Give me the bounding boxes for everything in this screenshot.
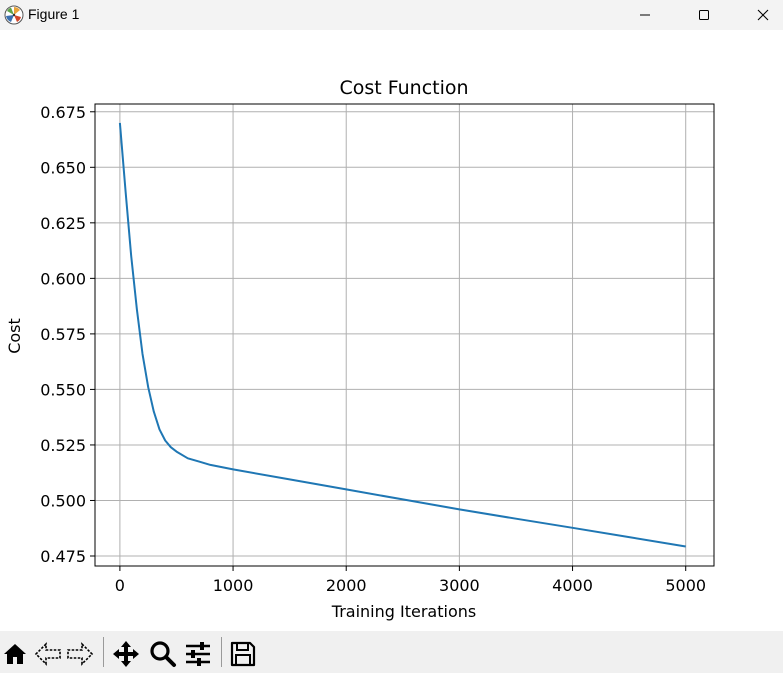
close-icon <box>757 9 769 21</box>
maximize-icon <box>699 10 709 20</box>
y-tick-label: 0.675 <box>40 103 86 122</box>
y-tick-label: 0.525 <box>40 436 86 455</box>
y-tick-label: 0.500 <box>40 491 86 510</box>
y-tick-label: 0.475 <box>40 547 86 566</box>
configure-subplots-button[interactable] <box>183 639 213 669</box>
back-button[interactable] <box>33 639 63 669</box>
x-tick-label: 4000 <box>552 576 593 595</box>
save-button[interactable] <box>228 639 258 669</box>
y-axis-label: Cost <box>5 318 24 354</box>
toolbar-separator <box>103 637 104 667</box>
cost-function-chart: 0 1000 2000 3000 4000 5000 0.475 0.500 0.525 0.5… <box>5 77 715 621</box>
maximize-button[interactable] <box>681 0 727 30</box>
x-tick-label: 3000 <box>439 576 480 595</box>
figure-canvas[interactable]: 0 1000 2000 3000 4000 5000 0.475 0.500 0.525 0.5… <box>0 30 783 631</box>
back-icon <box>34 642 61 666</box>
configure-subplots-icon <box>186 642 210 666</box>
grid-lines <box>95 104 714 566</box>
y-axis-ticks: 0.475 0.500 0.525 0.550 0.575 0.600 0.625 0.650… <box>40 103 95 566</box>
y-tick-label: 0.600 <box>40 269 86 288</box>
y-tick-label: 0.575 <box>40 325 86 344</box>
y-tick-label: 0.625 <box>40 214 86 233</box>
forward-icon <box>67 642 94 666</box>
zoom-button[interactable] <box>148 639 178 669</box>
series-layer <box>118 122 686 548</box>
home-icon <box>4 644 26 664</box>
navigation-toolbar <box>0 631 783 673</box>
x-axis-ticks: 0 1000 2000 3000 4000 5000 <box>115 566 706 595</box>
x-tick-label: 5000 <box>665 576 706 595</box>
pan-button[interactable] <box>111 639 141 669</box>
save-icon <box>230 641 256 667</box>
window-title: Figure 1 <box>28 6 80 22</box>
toolbar-separator <box>221 637 222 667</box>
close-button[interactable] <box>740 0 783 30</box>
forward-button[interactable] <box>65 639 95 669</box>
chart-title: Cost Function <box>339 77 468 99</box>
matplotlib-icon <box>3 4 25 26</box>
x-tick-label: 2000 <box>326 576 367 595</box>
x-tick-label: 1000 <box>213 576 254 595</box>
x-tick-label: 0 <box>115 576 125 595</box>
plot-frame <box>94 103 715 567</box>
y-tick-label: 0.550 <box>40 380 86 399</box>
title-bar: Figure 1 <box>0 0 783 30</box>
cost-series-line <box>118 122 686 548</box>
x-axis-label: Training Iterations <box>331 602 476 621</box>
y-tick-label: 0.650 <box>40 158 86 177</box>
pan-icon <box>113 641 139 667</box>
minimize-button[interactable] <box>622 0 668 30</box>
home-button[interactable] <box>0 639 30 669</box>
zoom-icon <box>150 641 176 667</box>
minimize-icon <box>640 14 650 16</box>
